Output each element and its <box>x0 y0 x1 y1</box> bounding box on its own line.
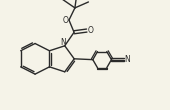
Text: O: O <box>88 26 93 35</box>
Text: N: N <box>125 55 130 64</box>
Text: N: N <box>60 38 66 47</box>
Text: O: O <box>62 16 68 25</box>
